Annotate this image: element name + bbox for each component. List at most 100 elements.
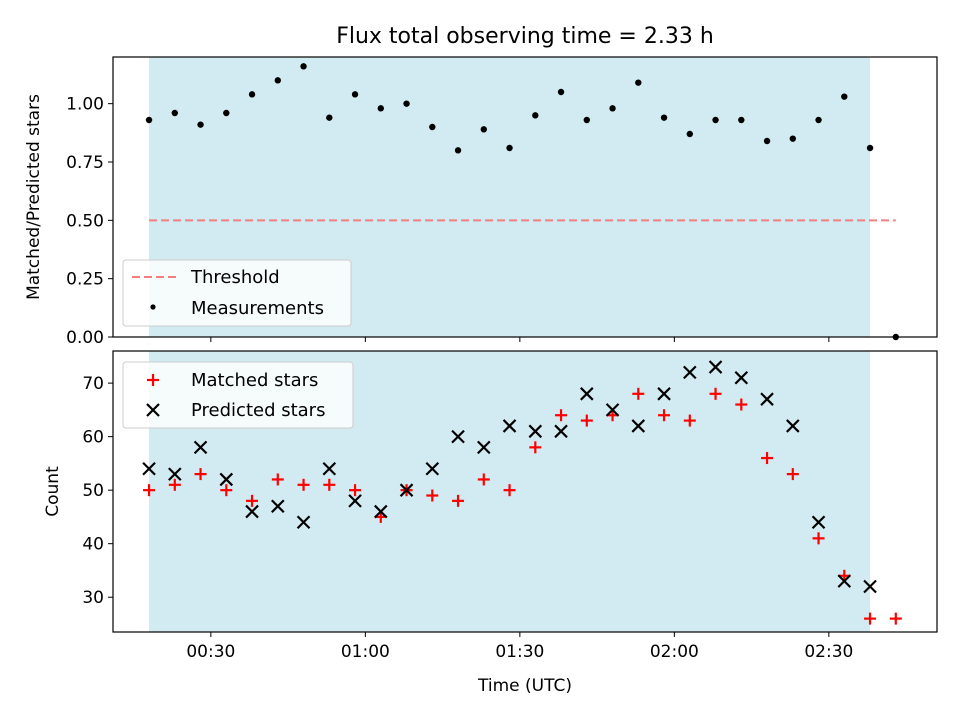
measurements-series [145,63,899,341]
predicted-point [734,370,749,385]
matched-point [271,473,284,486]
top-axes-frame [112,56,938,338]
legend-measurements-label: Measurements [191,298,324,319]
predicted-point [786,419,800,433]
matched-point [555,409,568,422]
marker-stroke [322,461,337,476]
top-legend: Threshold Measurements [122,259,352,327]
marker-stroke [657,387,671,401]
matched-point [683,414,696,427]
legend-marker [146,403,160,417]
bottom-axes-frame [112,350,938,633]
predicted-point [374,504,388,519]
predicted-point [760,392,774,406]
marker-stroke [760,392,774,406]
predicted-point [708,360,723,374]
matched-point [220,484,233,497]
marker-stroke [502,419,517,433]
measurement-point [532,112,539,119]
predicted-point [219,472,234,487]
predicted-point [477,440,491,455]
marker-stroke [142,461,156,476]
legend-matched-swatch [147,374,159,386]
predicted-point [657,387,671,401]
measurement-point [377,105,384,112]
marker-stroke [348,494,362,508]
measurement-point [351,91,359,98]
bottom-y-tick-label: 30 [82,588,104,608]
matched-point [658,409,671,422]
top-y-tick-label: 1.00 [66,95,104,115]
predicted-point [142,461,156,476]
matched-point [477,473,490,486]
marker-stroke [168,467,182,481]
predicted-point [348,494,362,508]
top-legend-box [122,259,352,327]
measurement-point [635,79,642,86]
marker-stroke [528,424,543,439]
marker-stroke [399,483,414,497]
matched-point [735,398,748,411]
legend-threshold-label: Threshold [190,267,280,288]
bottom-legend: Matched stars Predicted stars [122,361,354,429]
predicted-point [193,440,208,455]
bottom-y-tick-label: 60 [82,428,104,448]
matched-point [246,494,259,507]
marker-stroke [271,499,285,513]
predicted-point [322,461,337,476]
marker-stroke [683,365,697,380]
measurement-point [248,91,256,98]
measurement-point [583,116,590,124]
matched-point [761,452,774,465]
marker-stroke [554,424,568,439]
measurement-point [609,105,616,112]
matched-point [168,478,181,491]
predicted-point [451,429,465,444]
measurement-point [712,116,719,124]
measurement-point [841,93,848,100]
marker-stroke [374,504,388,519]
measurement-point [403,100,410,107]
measurement-point [557,88,565,96]
marker-stroke [837,574,852,588]
predicted-point [502,419,517,433]
matched-point [529,441,542,454]
x-tick-label: 00:30 [186,642,235,662]
predicted-point [168,467,182,481]
matched-point [143,484,156,497]
marker-stroke [811,515,826,530]
measurement-point [480,126,487,133]
matched-point [323,478,336,491]
legend-measurements-swatch [150,304,156,310]
predicted-point [837,574,852,588]
top-y-axis-label: Matched/Predicted stars [24,94,44,300]
measurement-point [171,109,178,117]
marker-stroke [708,360,723,374]
measurement-point [429,123,436,131]
measurement-point [300,63,307,70]
marker-stroke [580,387,594,401]
predicted-point [811,515,826,530]
marker-stroke [219,472,234,487]
bottom-y-tick-label: 70 [82,374,104,394]
measurement-point [686,130,693,138]
x-tick-label: 01:30 [495,642,544,662]
predicted-point [399,483,414,497]
marker-stroke [605,403,620,417]
matched-point [632,387,645,400]
predicted-stars-series [142,360,877,594]
matched-point [709,387,722,400]
bottom-y-tick-label: 40 [82,535,104,555]
measurement-point [763,137,771,145]
legend-matched-label: Matched stars [191,370,318,391]
measurement-point [197,121,204,128]
top-panel: 0.00 0.25 0.50 0.75 1.00 Matched/Predicted s… [24,56,938,348]
measurement-point [866,144,874,152]
predicted-point [683,365,697,380]
chart-title: Flux total observing time = 2.33 h [336,24,714,49]
marker-stroke [477,440,491,455]
top-y-tick-label: 0.00 [66,328,104,348]
marker-stroke [631,419,646,433]
predicted-point [580,387,594,401]
